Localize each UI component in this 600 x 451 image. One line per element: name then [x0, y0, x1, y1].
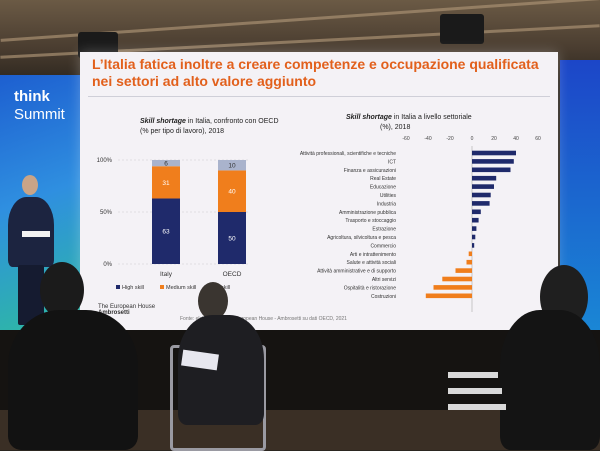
sector-label: Estrazione [372, 227, 396, 233]
sector-bar [442, 276, 472, 282]
slide-title: L’Italia fatica inoltre a creare compete… [92, 56, 539, 89]
sector-label: Costruzioni [371, 294, 396, 300]
x-tick-label: 0 [471, 136, 474, 142]
speaker-notes [22, 231, 50, 237]
sector-bar [472, 184, 494, 189]
ambrosetti-logo: The European House Ambrosetti [98, 304, 155, 316]
x-tick-label: -20 [446, 136, 453, 142]
bar-segment [152, 160, 180, 167]
logo-line1: The European House [98, 304, 156, 310]
left-chart-subtitle-line2: (% per tipo di lavoro), 2018 [140, 128, 225, 135]
data-label: 40 [228, 189, 236, 196]
sector-bar [468, 251, 472, 257]
stage-step [448, 372, 498, 378]
bar-segment [218, 160, 246, 171]
x-tick-label: 60 [535, 136, 541, 142]
source-note: Fonte: elaborazione The European House -… [180, 316, 347, 322]
x-tick-label: -60 [402, 136, 409, 142]
right-chart-subtitle: Skill shortage in Italia a livello setto… [346, 114, 472, 121]
sector-label: Utilities [380, 193, 397, 199]
audience-member [178, 315, 264, 425]
data-label: 31 [162, 180, 170, 187]
audience-member [500, 310, 600, 450]
x-tick-label: Italy [160, 271, 173, 278]
sector-bar [472, 243, 475, 248]
sector-label: Arti e intrattenimento [350, 252, 396, 258]
bar-segment [152, 166, 180, 199]
bar-segment [218, 212, 246, 264]
legend-label: skill [221, 285, 230, 291]
legend-label: Medium skill [166, 285, 196, 291]
sector-bar [472, 226, 477, 231]
legend-swatch [116, 285, 120, 289]
sector-bar [472, 209, 481, 215]
legend-label: High skill [122, 285, 144, 291]
sector-label: Salute e attività sociali [347, 260, 396, 266]
right-subtitle-italic: Skill shortage [346, 114, 392, 121]
sector-bar [472, 150, 516, 156]
sector-bar [425, 293, 472, 299]
y-tick-label: 100% [97, 158, 113, 164]
sector-label: Finanza e assicurazioni [344, 168, 396, 174]
sector-bar [455, 268, 472, 273]
stacked-bar-chart: 0% 50% 100% 63 31 6 Italy 50 40 10 OECD High skill M… [97, 136, 541, 312]
sector-label: Attività professionali, scientifiche e t… [300, 151, 396, 157]
bar-segment [218, 170, 246, 212]
data-label: 50 [228, 236, 236, 243]
audience-member [8, 310, 138, 450]
title-divider [88, 96, 550, 97]
audience-head [198, 282, 228, 320]
speaker-head [22, 175, 38, 195]
sector-bar [472, 175, 497, 181]
sector-label: Educazione [370, 185, 396, 191]
sector-bar [472, 192, 491, 198]
left-subtitle-italic: Skill shortage [140, 118, 186, 125]
brand-summit: Summit [14, 106, 65, 123]
y-tick-label: 0% [103, 262, 112, 268]
sector-label: Altri servizi [372, 277, 396, 283]
sector-bar [472, 167, 511, 173]
x-tick-label: 40 [513, 136, 519, 142]
sector-bar [472, 201, 490, 206]
sector-bar [472, 159, 514, 164]
sector-bar [472, 234, 476, 240]
sector-label: Attività amministrative e di supporto [317, 269, 396, 275]
audience-head [40, 262, 84, 318]
presentation-slide: L’Italia fatica inoltre a creare compete… [80, 52, 558, 334]
right-chart-subtitle-line2: (%), 2018 [380, 124, 411, 131]
sector-label: Trasporto e stoccaggio [345, 218, 396, 224]
data-label: 6 [164, 161, 168, 168]
sector-label: Real Estate [370, 176, 396, 182]
sector-label: Amministrazione pubblica [339, 210, 396, 216]
legend-swatch [160, 285, 164, 289]
x-tick-label: OECD [223, 271, 242, 278]
sector-label: ICT [388, 159, 396, 165]
right-subtitle-rest: in Italia a livello settoriale [391, 114, 472, 121]
sector-label: Commercio [370, 243, 396, 249]
ceiling-projector [440, 14, 484, 44]
stage-step [448, 388, 502, 394]
left-subtitle-rest: in Italia, confronto con OECD [185, 118, 279, 125]
logo-line2: Ambrosetti [98, 310, 130, 316]
sector-bar [472, 217, 479, 223]
sector-bar [433, 285, 472, 290]
sector-label: Ospitalità e ristorazione [344, 285, 396, 291]
sector-label: Agricoltura, silvicoltura e pesca [327, 235, 396, 241]
sector-label: Industria [377, 201, 396, 207]
left-chart-subtitle: Skill shortage in Italia, confronto con … [140, 118, 279, 125]
stage-step [448, 404, 506, 410]
data-label: 63 [162, 229, 170, 236]
y-tick-label: 50% [100, 210, 113, 216]
x-tick-label: -40 [424, 136, 431, 142]
x-tick-label: 20 [491, 136, 497, 142]
sector-bar [466, 259, 472, 265]
bar-segment [152, 198, 180, 264]
brand-think: think [14, 88, 50, 105]
data-label: 10 [228, 163, 236, 170]
